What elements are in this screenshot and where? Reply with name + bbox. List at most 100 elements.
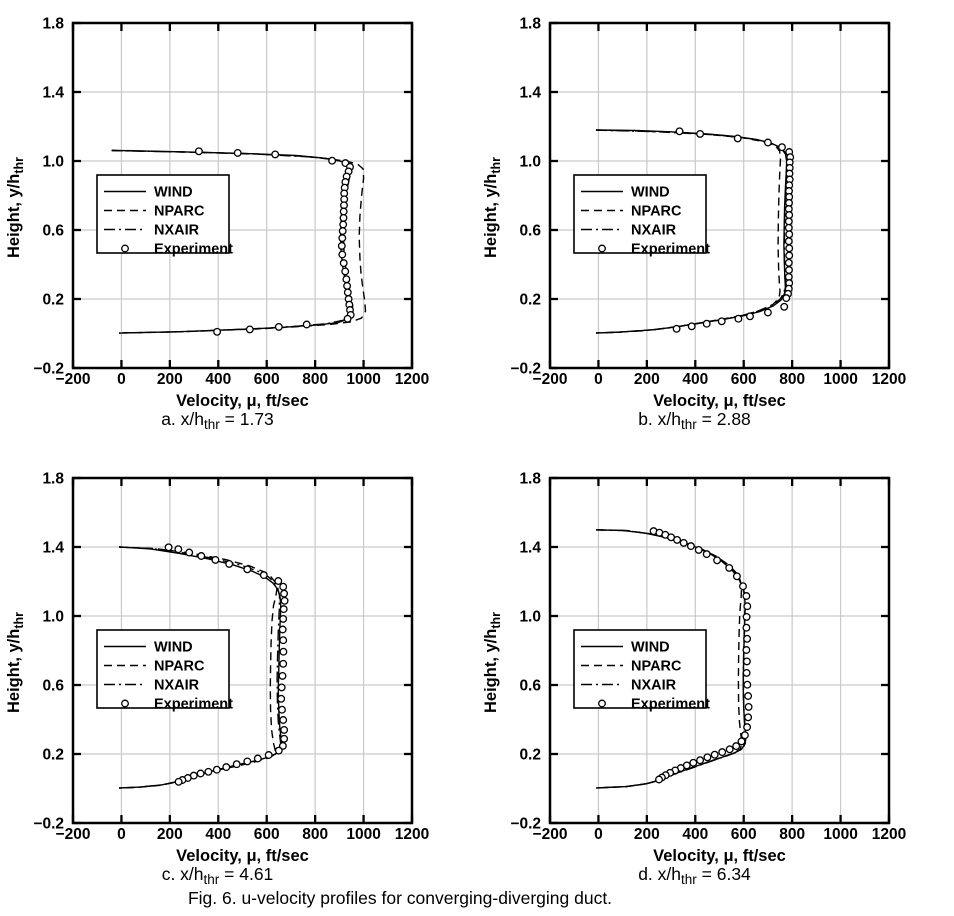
experiment-marker: [339, 207, 348, 216]
experiment-marker: [213, 327, 222, 336]
x-tick-label: 600: [254, 371, 280, 388]
experiment-marker: [696, 129, 705, 138]
panel-caption: b. x/hthr = 2.88: [638, 409, 751, 432]
x-tick-label: 600: [731, 826, 757, 843]
experiment-marker: [337, 241, 346, 250]
experiment-marker: [264, 751, 273, 759]
y-tick-label: 1.4: [519, 85, 541, 102]
panel-b-chart: −200 0 200 400 600 800 1000 1200 −0.2 0.2 0.6 1.0 1.…: [482, 16, 906, 433]
experiment-marker: [744, 702, 753, 711]
y-tick-label: −0.2: [33, 816, 64, 833]
x-tick-label: 1000: [346, 371, 380, 388]
experiment-marker: [279, 636, 288, 645]
panel-caption: c. x/hthr = 4.61: [162, 864, 274, 887]
y-tick-label: 1.8: [42, 16, 64, 33]
experiment-marker: [734, 314, 743, 323]
experiment-marker: [743, 602, 752, 611]
experiment-marker: [342, 275, 351, 284]
experiment-marker: [277, 694, 286, 703]
y-tick-label: 1.8: [42, 471, 64, 488]
experiment-marker: [782, 294, 791, 303]
experiment-marker: [233, 148, 242, 157]
x-tick-label: 200: [634, 371, 660, 388]
experiment-marker: [174, 777, 183, 786]
x-tick-label: 400: [682, 371, 708, 388]
experiment-marker: [274, 577, 283, 585]
experiment-marker: [702, 550, 711, 559]
legend-label: NPARC: [631, 204, 682, 220]
y-tick-label: −0.2: [33, 361, 64, 378]
experiment-marker: [784, 217, 793, 226]
experiment-marker: [742, 646, 751, 654]
experiment-marker: [222, 763, 231, 772]
experiment-marker: [744, 692, 753, 700]
legend-label: WIND: [631, 185, 670, 201]
series-nparc: [595, 529, 743, 789]
y-tick-label: 1.4: [519, 540, 541, 557]
panel-c-chart: −200 0 200 400 600 800 1000 1200 −0.2 0.2 0.6 1.0 1.…: [5, 471, 429, 888]
experiment-marker: [784, 237, 793, 246]
experiment-marker: [278, 625, 287, 634]
experiment-marker: [280, 589, 289, 598]
experiment-marker: [212, 765, 221, 774]
experiment-marker: [780, 302, 789, 311]
y-tick-label: 1.4: [42, 540, 64, 557]
x-tick-label: −200: [533, 371, 568, 388]
legend: WIND NPARC NXAIR Experiment: [573, 629, 710, 713]
experiment-marker: [274, 746, 283, 755]
x-tick-label: 0: [594, 371, 603, 388]
x-tick-label: 800: [779, 371, 805, 388]
y-tick-label: 0.2: [519, 747, 541, 764]
experiment-marker: [279, 716, 288, 724]
y-tick-label: −0.2: [510, 361, 541, 378]
experiment-marker: [225, 559, 234, 568]
experiment-marker: [253, 754, 262, 763]
experiment-marker: [744, 713, 753, 722]
legend-label: NPARC: [154, 659, 205, 675]
y-tick-label: 1.4: [42, 85, 64, 102]
experiment-marker: [279, 647, 288, 656]
x-tick-label: 400: [205, 371, 231, 388]
x-tick-label: 800: [302, 371, 328, 388]
experiment-marker: [279, 582, 288, 591]
legend-label: WIND: [154, 185, 193, 201]
experiment-marker: [717, 317, 726, 326]
x-tick-label: 1200: [872, 371, 906, 388]
experiment-marker: [785, 251, 794, 260]
x-axis-label: Velocity, μ, ft/sec: [653, 847, 786, 865]
x-tick-label: 0: [117, 371, 126, 388]
experiment-marker: [686, 542, 695, 551]
experiment-marker: [675, 127, 684, 136]
y-tick-label: 0.2: [42, 292, 64, 309]
panel-caption: a. x/hthr = 1.73: [161, 409, 274, 432]
experiment-marker: [696, 756, 705, 765]
x-tick-label: 400: [682, 826, 708, 843]
x-tick-label: 1000: [823, 826, 857, 843]
x-tick-label: 1000: [823, 371, 857, 388]
experiment-marker: [274, 322, 283, 331]
legend-label: Experiment: [631, 242, 710, 258]
y-tick-label: 0.6: [519, 678, 541, 695]
experiment-marker: [702, 319, 711, 328]
experiment-marker: [672, 324, 681, 333]
y-tick-label: 0.2: [519, 292, 541, 309]
experiment-marker: [718, 748, 727, 757]
x-axis-label: Velocity, μ, ft/sec: [653, 392, 786, 410]
experiment-marker: [302, 320, 311, 329]
x-tick-label: −200: [533, 826, 568, 843]
experiment-marker: [279, 659, 288, 668]
experiment-marker: [243, 565, 252, 574]
experiment-marker: [278, 671, 287, 680]
plot-box: [71, 476, 414, 825]
experiment-marker: [185, 548, 194, 557]
experiment-marker: [277, 683, 286, 692]
x-tick-label: 800: [779, 826, 805, 843]
experiment-marker: [732, 742, 741, 751]
y-tick-label: 1.8: [519, 471, 541, 488]
experiment-marker: [243, 757, 252, 766]
x-tick-label: 1200: [395, 371, 429, 388]
plot-box: [548, 21, 891, 370]
x-tick-label: −200: [56, 826, 91, 843]
experiment-marker: [737, 737, 746, 746]
